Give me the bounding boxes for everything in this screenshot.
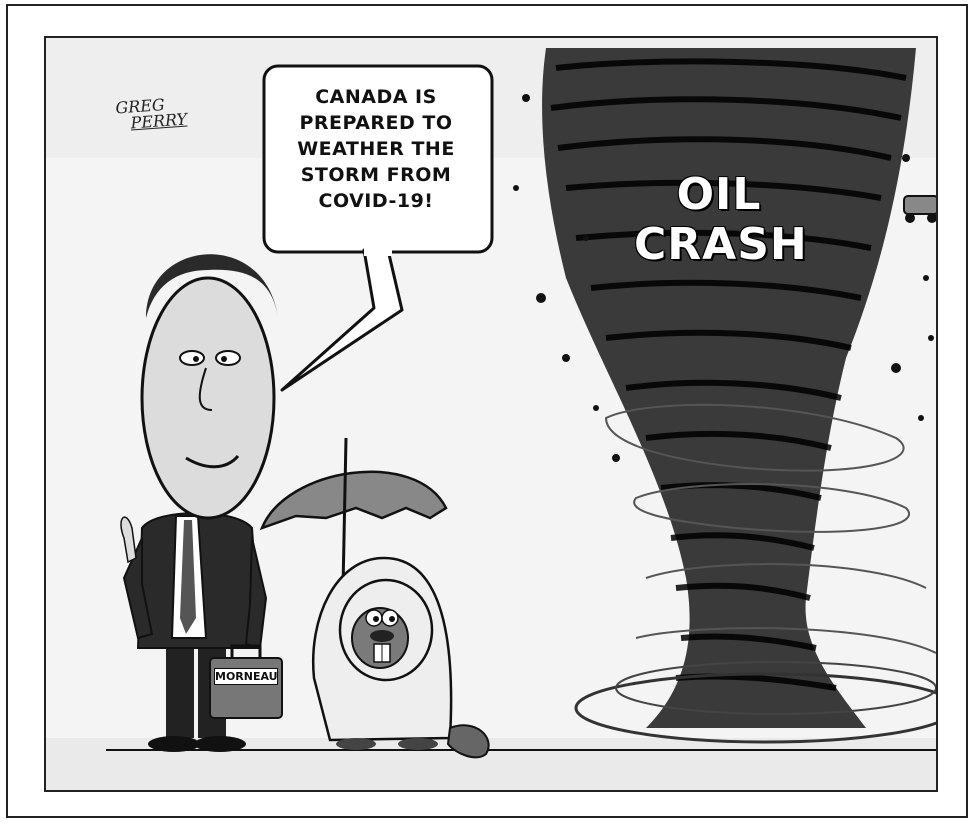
speech-bubble-text: CANADA IS PREPARED TO WEATHER THE STORM … xyxy=(262,84,490,214)
tornado-label: OIL CRASH xyxy=(634,169,808,270)
flying-car-icon xyxy=(903,195,936,223)
tornado-label-line: CRASH xyxy=(634,219,808,270)
signature-last-name: PERRY xyxy=(129,109,188,133)
artist-signature: GREG PERRY xyxy=(115,95,188,133)
speech-line: COVID-19! xyxy=(318,190,434,212)
briefcase-label: MORNEAU xyxy=(214,668,278,685)
umbrella-icon xyxy=(259,470,448,531)
beaver-figure xyxy=(259,437,490,759)
speech-line: CANADA IS xyxy=(315,86,437,108)
cartoon-illustration xyxy=(46,38,936,790)
tornado xyxy=(513,48,936,744)
cartoon-panel: GREG PERRY xyxy=(44,36,938,792)
speech-line: STORM FROM xyxy=(300,164,452,186)
speech-bubble xyxy=(262,64,494,392)
speech-line: PREPARED TO xyxy=(299,112,453,134)
tornado-label-line: OIL xyxy=(676,169,762,220)
speech-line: WEATHER THE xyxy=(297,138,455,160)
